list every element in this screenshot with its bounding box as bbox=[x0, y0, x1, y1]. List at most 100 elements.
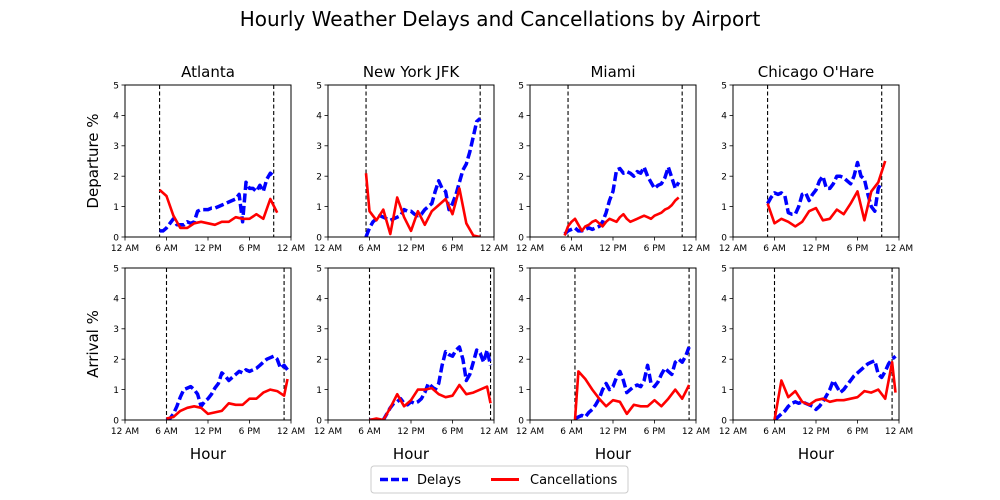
y-tick-label: 4 bbox=[721, 112, 727, 122]
y-tick-label: 0 bbox=[113, 416, 119, 426]
panel-title: Miami bbox=[590, 63, 635, 81]
x-tick-label: 12 AM bbox=[516, 427, 544, 437]
y-tick-label: 3 bbox=[518, 325, 524, 335]
y-tick-label: 0 bbox=[518, 233, 524, 243]
y-tick-label: 5 bbox=[316, 81, 322, 91]
cancellations-line bbox=[158, 188, 279, 230]
x-axis-label: Hour bbox=[595, 445, 632, 463]
x-tick-label: 12 AM bbox=[480, 244, 508, 254]
y-tick-label: 0 bbox=[721, 416, 727, 426]
x-tick-label: 12 AM bbox=[682, 427, 710, 437]
x-tick-label: 6 PM bbox=[442, 427, 464, 437]
y-tick-label: 5 bbox=[113, 81, 119, 91]
x-axis-label: Hour bbox=[393, 445, 430, 463]
y-tick-label: 3 bbox=[721, 142, 727, 152]
x-tick-label: 12 AM bbox=[277, 244, 305, 254]
cancellations-line bbox=[369, 383, 492, 420]
cancellations-line bbox=[773, 360, 897, 420]
y-tick-label: 3 bbox=[113, 325, 119, 335]
y-tick-label: 2 bbox=[518, 356, 524, 366]
y-tick-label: 3 bbox=[316, 142, 322, 152]
delays-line bbox=[773, 354, 897, 420]
delays-line bbox=[369, 345, 493, 420]
cancellations-line bbox=[766, 160, 887, 228]
x-tick-label: 12 PM bbox=[194, 427, 222, 437]
panel-grid: 12 AM 6 AM 12 PM 6 PM 12 AM012345AtlantaDepa… bbox=[84, 63, 913, 463]
delays-line bbox=[766, 160, 884, 216]
axes-frame bbox=[529, 267, 697, 421]
x-tick-label: 12 AM bbox=[111, 427, 139, 437]
cancellations-line bbox=[364, 173, 481, 237]
delays-line bbox=[165, 354, 289, 420]
x-tick-label: 12 AM bbox=[111, 244, 139, 254]
panel-title: Atlanta bbox=[181, 63, 235, 81]
x-tick-label: 12 AM bbox=[719, 244, 747, 254]
x-tick-label: 12 PM bbox=[599, 244, 627, 254]
x-tick-label: 12 PM bbox=[397, 244, 425, 254]
y-tick-label: 1 bbox=[316, 386, 322, 396]
x-tick-label: 12 AM bbox=[885, 244, 913, 254]
y-axis-label: Arrival % bbox=[84, 310, 102, 378]
y-tick-label: 4 bbox=[518, 112, 524, 122]
y-tick-label: 2 bbox=[113, 356, 119, 366]
y-tick-label: 4 bbox=[316, 295, 322, 305]
y-tick-label: 2 bbox=[721, 173, 727, 183]
axes-frame bbox=[732, 84, 900, 238]
y-tick-label: 4 bbox=[113, 112, 119, 122]
axes-frame bbox=[327, 84, 495, 238]
cancellations-line bbox=[563, 196, 680, 236]
panel-atlanta-arrival: 12 AM 6 AM 12 PM 6 PM 12 AM012345HourArrival… bbox=[84, 264, 305, 463]
x-tick-label: 6 PM bbox=[644, 427, 666, 437]
x-tick-label: 12 AM bbox=[314, 244, 342, 254]
y-tick-label: 0 bbox=[518, 416, 524, 426]
cancellations-line bbox=[573, 370, 691, 420]
y-tick-label: 4 bbox=[113, 295, 119, 305]
axes-frame bbox=[529, 84, 697, 238]
x-tick-label: 12 AM bbox=[885, 427, 913, 437]
y-tick-label: 3 bbox=[316, 325, 322, 335]
x-tick-label: 6 PM bbox=[239, 244, 261, 254]
axes-frame bbox=[327, 267, 495, 421]
x-tick-label: 6 PM bbox=[239, 427, 261, 437]
panel-title: Chicago O'Hare bbox=[758, 63, 875, 81]
x-tick-label: 6 PM bbox=[847, 244, 869, 254]
y-tick-label: 5 bbox=[518, 264, 524, 274]
chart-title: Hourly Weather Delays and Cancellations … bbox=[240, 7, 761, 31]
y-tick-label: 1 bbox=[721, 386, 727, 396]
y-tick-label: 1 bbox=[113, 386, 119, 396]
x-tick-label: 6 AM bbox=[155, 244, 178, 254]
x-tick-label: 12 AM bbox=[516, 244, 544, 254]
x-tick-label: 6 AM bbox=[763, 427, 786, 437]
x-tick-label: 12 PM bbox=[802, 427, 830, 437]
x-tick-label: 12 PM bbox=[802, 244, 830, 254]
panel-atlanta-departure: 12 AM 6 AM 12 PM 6 PM 12 AM012345AtlantaDepa… bbox=[84, 63, 305, 254]
legend-delays-label: Delays bbox=[417, 473, 461, 488]
y-tick-label: 4 bbox=[316, 112, 322, 122]
x-tick-label: 6 AM bbox=[763, 244, 786, 254]
x-tick-label: 12 AM bbox=[682, 244, 710, 254]
x-tick-label: 6 AM bbox=[560, 244, 583, 254]
x-tick-label: 6 AM bbox=[358, 244, 381, 254]
x-axis-label: Hour bbox=[798, 445, 835, 463]
y-tick-label: 3 bbox=[113, 142, 119, 152]
y-tick-label: 5 bbox=[113, 264, 119, 274]
x-tick-label: 6 AM bbox=[155, 427, 178, 437]
y-tick-label: 5 bbox=[721, 264, 727, 274]
x-tick-label: 12 AM bbox=[314, 427, 342, 437]
delays-line bbox=[563, 165, 681, 236]
y-tick-label: 0 bbox=[316, 233, 322, 243]
x-tick-label: 6 AM bbox=[560, 427, 583, 437]
y-tick-label: 4 bbox=[721, 295, 727, 305]
x-tick-label: 12 PM bbox=[397, 427, 425, 437]
x-tick-label: 6 PM bbox=[847, 427, 869, 437]
y-tick-label: 0 bbox=[721, 233, 727, 243]
y-tick-label: 2 bbox=[316, 173, 322, 183]
y-tick-label: 5 bbox=[316, 264, 322, 274]
y-tick-label: 2 bbox=[316, 356, 322, 366]
y-tick-label: 3 bbox=[518, 142, 524, 152]
